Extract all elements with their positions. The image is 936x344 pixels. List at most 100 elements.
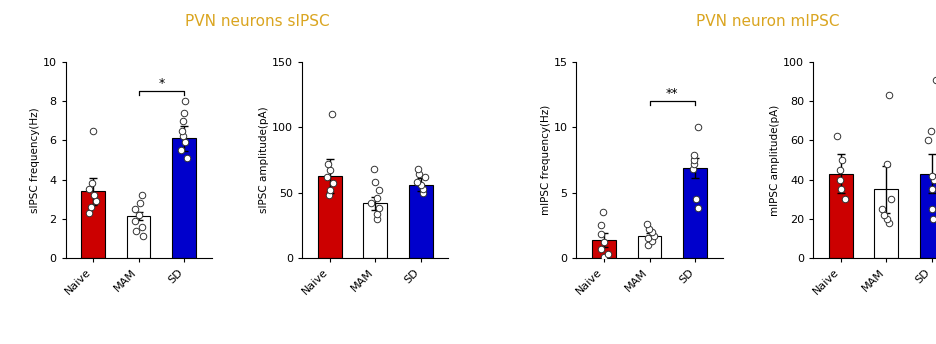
Point: [925, 173, 936, 179]
Bar: [683, 168, 707, 258]
Point: [177, 140, 192, 145]
Point: [88, 198, 103, 204]
Point: [642, 226, 657, 232]
Y-axis label: sIPSC amplitude(pA): sIPSC amplitude(pA): [259, 107, 270, 213]
Point: [413, 182, 428, 187]
Point: [323, 168, 338, 173]
Point: [176, 134, 191, 139]
Bar: [318, 176, 342, 258]
Bar: [172, 138, 197, 258]
Point: [921, 138, 936, 143]
Point: [131, 212, 146, 218]
Point: [368, 180, 383, 185]
Point: [593, 223, 608, 228]
Point: [128, 206, 143, 212]
Point: [882, 220, 897, 225]
Point: [640, 236, 655, 241]
Point: [595, 209, 610, 215]
Bar: [920, 174, 936, 258]
Point: [925, 186, 936, 192]
Point: [176, 118, 191, 123]
Point: [372, 206, 387, 211]
Point: [134, 224, 149, 229]
Text: PVN neuron mIPSC: PVN neuron mIPSC: [696, 14, 840, 29]
Bar: [126, 216, 151, 258]
Point: [834, 186, 849, 192]
Point: [83, 204, 98, 210]
Point: [925, 206, 936, 212]
Point: [874, 206, 889, 212]
Point: [601, 251, 616, 257]
Point: [323, 187, 338, 193]
Point: [326, 181, 341, 186]
Point: [691, 206, 706, 211]
Point: [325, 111, 340, 117]
Point: [320, 174, 335, 180]
Point: [926, 216, 936, 222]
Point: [370, 216, 385, 222]
Point: [178, 98, 193, 104]
Point: [688, 196, 703, 202]
Point: [924, 128, 936, 133]
Point: [929, 77, 936, 82]
Point: [133, 200, 148, 206]
Y-axis label: mIPSC frequency(Hz): mIPSC frequency(Hz): [541, 105, 550, 215]
Point: [596, 239, 611, 245]
Bar: [363, 203, 388, 258]
Bar: [637, 236, 662, 258]
Point: [136, 234, 151, 239]
Point: [81, 186, 96, 192]
Point: [829, 134, 844, 139]
Point: [128, 228, 143, 233]
Point: [416, 190, 431, 195]
Point: [417, 174, 432, 180]
Bar: [409, 185, 433, 258]
Text: **: **: [666, 87, 679, 100]
Point: [412, 172, 427, 177]
Point: [416, 186, 431, 192]
Bar: [828, 174, 853, 258]
Point: [687, 152, 702, 158]
Point: [647, 233, 662, 238]
Bar: [81, 191, 105, 258]
Point: [174, 147, 189, 153]
Point: [593, 232, 608, 237]
Point: [364, 200, 379, 206]
Point: [927, 177, 936, 182]
Point: [411, 166, 426, 172]
Point: [877, 212, 892, 218]
Bar: [874, 189, 899, 258]
Point: [685, 166, 700, 172]
Point: [174, 128, 189, 133]
Point: [370, 211, 385, 216]
Point: [180, 155, 195, 161]
Point: [85, 181, 100, 186]
Y-axis label: sIPSC frequency(Hz): sIPSC frequency(Hz): [30, 107, 39, 213]
Point: [644, 238, 659, 244]
Point: [691, 125, 706, 130]
Point: [370, 195, 385, 201]
Point: [686, 161, 701, 166]
Text: PVN neurons sIPSC: PVN neurons sIPSC: [184, 14, 329, 29]
Point: [128, 218, 143, 224]
Point: [880, 161, 895, 166]
Point: [597, 254, 612, 259]
Point: [322, 193, 337, 198]
Point: [884, 196, 899, 202]
Y-axis label: mIPSC amplitude(pA): mIPSC amplitude(pA): [770, 104, 781, 216]
Point: [81, 210, 96, 216]
Point: [639, 221, 654, 227]
Point: [86, 193, 101, 198]
Text: *: *: [158, 77, 165, 90]
Point: [176, 110, 191, 116]
Point: [85, 128, 100, 133]
Point: [880, 216, 895, 222]
Point: [838, 196, 853, 202]
Point: [686, 157, 701, 163]
Point: [641, 242, 656, 248]
Bar: [592, 240, 616, 258]
Point: [644, 229, 659, 235]
Point: [321, 161, 336, 166]
Point: [593, 246, 608, 251]
Point: [366, 166, 381, 172]
